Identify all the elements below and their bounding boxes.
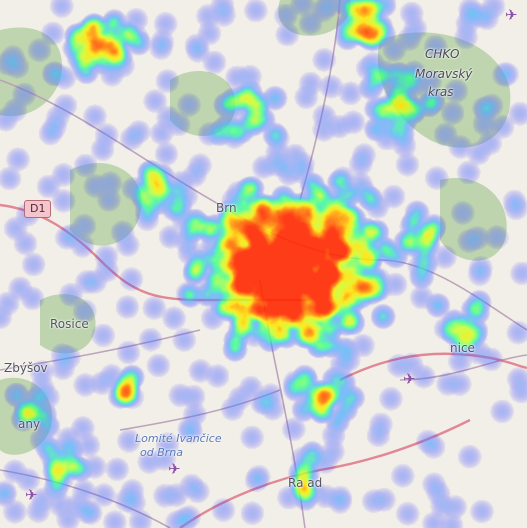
label-kras: kras bbox=[428, 85, 454, 99]
label-moravsky: Moravský bbox=[415, 67, 473, 81]
airport-icon: ✈ bbox=[168, 460, 181, 478]
airport-icon: ✈ bbox=[403, 370, 416, 388]
label-rosice: Rosice bbox=[50, 317, 89, 331]
label-rajhrad: Ra ad bbox=[288, 476, 323, 490]
label-chko: CHKO bbox=[425, 47, 460, 61]
label-any: any bbox=[18, 417, 41, 431]
label-brna: od Brna bbox=[140, 446, 183, 459]
label-nice: nice bbox=[450, 341, 475, 355]
airport-icon: ✈ bbox=[505, 6, 518, 24]
label-zbysov: Zbýšov bbox=[4, 361, 48, 375]
airport-icon: ✈ bbox=[25, 486, 38, 504]
label-ivancice: Lomité Ivančice bbox=[135, 432, 222, 445]
label-brno: Brn bbox=[216, 201, 237, 215]
road-shield-d1: D1 bbox=[24, 200, 52, 218]
